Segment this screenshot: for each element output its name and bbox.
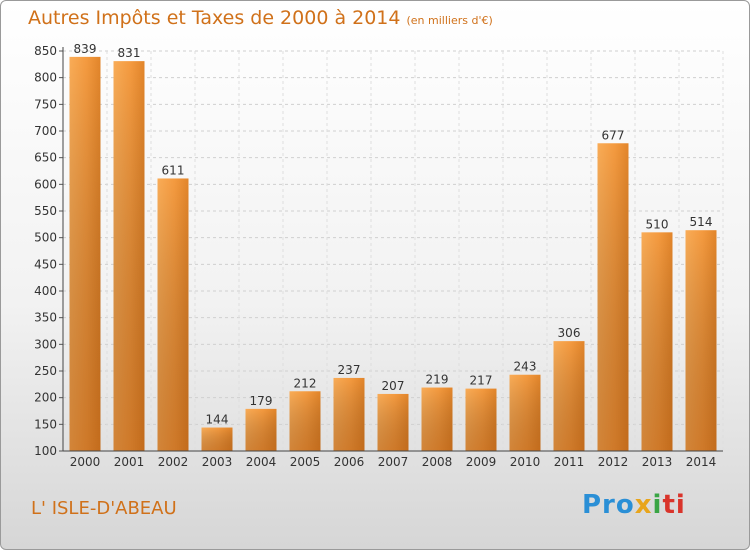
- bar-shade: [113, 61, 145, 452]
- x-tick-label: 2002: [158, 455, 189, 469]
- data-label: 243: [514, 360, 537, 374]
- x-tick-label: 2010: [510, 455, 541, 469]
- bar-shade: [289, 391, 321, 451]
- chart-unit: (en milliers d'€): [406, 14, 493, 27]
- location-label: L' ISLE-D'ABEAU: [31, 498, 177, 519]
- bar-shade: [377, 393, 409, 451]
- bars-layer: [69, 56, 717, 452]
- x-tick-label: 2003: [202, 455, 233, 469]
- x-tick-label: 2000: [70, 455, 101, 469]
- y-tick-label: 300: [34, 337, 57, 351]
- y-tick-label: 600: [34, 177, 57, 191]
- y-tick-label: 250: [34, 364, 57, 378]
- data-label: 510: [646, 217, 669, 231]
- data-label: 831: [118, 46, 141, 60]
- x-tick-label: 2011: [554, 455, 585, 469]
- data-label: 144: [206, 413, 229, 427]
- y-tick-label: 850: [34, 44, 57, 58]
- data-label: 611: [162, 163, 185, 177]
- bar-shade: [157, 178, 189, 451]
- y-tick-label: 550: [34, 204, 57, 218]
- y-tick-label: 350: [34, 311, 57, 325]
- logo-part-2: x: [634, 490, 653, 520]
- y-tick-label: 750: [34, 97, 57, 111]
- data-label: 219: [426, 373, 449, 387]
- x-tick-label: 2006: [334, 455, 365, 469]
- data-label: 839: [74, 42, 97, 56]
- data-label: 207: [382, 379, 405, 393]
- logo-part-3: i: [652, 490, 663, 520]
- y-tick-label: 500: [34, 231, 57, 245]
- x-tick-label: 2014: [686, 455, 717, 469]
- bar-shade: [333, 377, 365, 451]
- logo-part-4: ti: [662, 490, 686, 520]
- logo-part-1: Pro: [582, 490, 635, 520]
- bar-shade: [465, 388, 497, 451]
- bar-shade: [509, 374, 541, 451]
- bar-shade: [597, 143, 629, 451]
- x-tick-label: 2012: [598, 455, 629, 469]
- x-tick-label: 2001: [114, 455, 145, 469]
- chart-title: Autres Impôts et Taxes de 2000 à 2014 (en…: [28, 7, 493, 29]
- x-tick-label: 2013: [642, 455, 673, 469]
- bar-shade: [245, 408, 277, 451]
- data-label: 677: [602, 128, 625, 142]
- y-tick-label: 400: [34, 284, 57, 298]
- x-tick-label: 2009: [466, 455, 497, 469]
- x-tick-label: 2004: [246, 455, 277, 469]
- data-label: 212: [294, 376, 317, 390]
- x-tick-label: 2005: [290, 455, 321, 469]
- proxiti-logo: Proxiti: [582, 490, 686, 520]
- y-tick-label: 800: [34, 71, 57, 85]
- bar-shade: [641, 232, 673, 451]
- y-tick-label: 700: [34, 124, 57, 138]
- data-label: 514: [690, 215, 713, 229]
- x-tick-label: 2007: [378, 455, 409, 469]
- y-tick-label: 100: [34, 444, 57, 458]
- y-tick-label: 150: [34, 417, 57, 431]
- data-label: 179: [250, 394, 273, 408]
- labels-layer: 839 831 611 144 179 212 237 207 219 217 243 306 677 5…: [74, 42, 713, 427]
- data-label: 217: [470, 374, 493, 388]
- bar-shade: [685, 230, 717, 451]
- data-label: 237: [338, 363, 361, 377]
- bar-shade: [201, 427, 233, 451]
- data-label: 306: [558, 326, 581, 340]
- bar-shade: [553, 341, 585, 451]
- x-tick-label: 2008: [422, 455, 453, 469]
- chart-title-text: Autres Impôts et Taxes de 2000 à 2014: [28, 7, 401, 29]
- bar-shade: [421, 387, 453, 451]
- y-tick-label: 450: [34, 257, 57, 271]
- y-tick-label: 200: [34, 391, 57, 405]
- axis-layer: 100 150 200 250 300 350 400 450 500 550 600 650 700 7…: [34, 44, 723, 469]
- bar-shade: [69, 56, 101, 451]
- y-tick-label: 650: [34, 151, 57, 165]
